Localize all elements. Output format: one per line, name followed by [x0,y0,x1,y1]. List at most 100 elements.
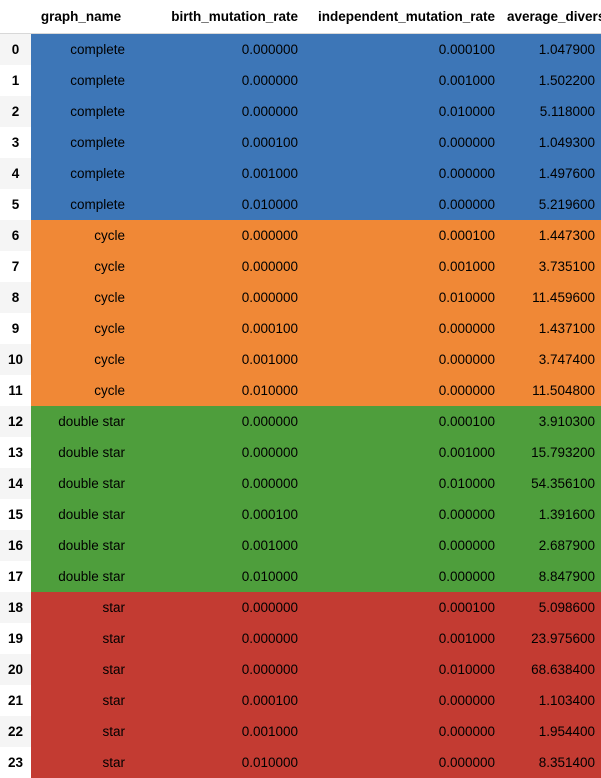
average-diversity-cell: 1.391600 [501,498,601,530]
independent-mutation-rate-cell: 0.000000 [304,560,501,592]
graph-name-cell: double star [31,529,131,561]
graph-name-cell: double star [31,405,131,437]
table-header: graph_name birth_mutation_rate independe… [0,0,601,34]
birth-mutation-rate-cell: 0.000100 [131,498,304,530]
table-row: 3 complete 0.000100 0.000000 1.049300 [0,126,601,158]
table-row: 2 complete 0.000000 0.010000 5.118000 [0,95,601,127]
table-row: 9 cycle 0.000100 0.000000 1.437100 [0,312,601,344]
row-index: 19 [0,622,31,654]
average-diversity-cell: 23.975600 [501,622,601,654]
birth-mutation-rate-cell: 0.001000 [131,343,304,375]
table-row: 4 complete 0.001000 0.000000 1.497600 [0,157,601,189]
average-diversity-cell: 2.687900 [501,529,601,561]
birth-mutation-rate-cell: 0.000000 [131,281,304,313]
row-index: 22 [0,715,31,747]
average-diversity-cell: 1.103400 [501,684,601,716]
independent-mutation-rate-cell: 0.000100 [304,591,501,623]
independent-mutation-rate-cell: 0.000000 [304,684,501,716]
birth-mutation-rate-cell: 0.000000 [131,436,304,468]
row-index: 8 [0,281,31,313]
table-row: 7 cycle 0.000000 0.001000 3.735100 [0,250,601,282]
birth-mutation-rate-cell: 0.001000 [131,157,304,189]
average-diversity-cell: 1.447300 [501,219,601,251]
row-index: 7 [0,250,31,282]
row-index: 5 [0,188,31,220]
average-diversity-cell: 1.954400 [501,715,601,747]
independent-mutation-rate-cell: 0.010000 [304,653,501,685]
independent-mutation-rate-cell: 0.000000 [304,126,501,158]
graph-name-cell: star [31,622,131,654]
average-diversity-cell: 11.504800 [501,374,601,406]
average-diversity-cell: 3.910300 [501,405,601,437]
average-diversity-cell: 1.502200 [501,64,601,96]
table-row: 12 double star 0.000000 0.000100 3.910300 [0,405,601,437]
birth-mutation-rate-cell: 0.000000 [131,250,304,282]
graph-name-cell: star [31,746,131,778]
independent-mutation-rate-cell: 0.000000 [304,746,501,778]
graph-name-cell: cycle [31,312,131,344]
row-index: 14 [0,467,31,499]
average-diversity-cell: 5.098600 [501,591,601,623]
independent-mutation-rate-cell: 0.001000 [304,622,501,654]
independent-mutation-rate-cell: 0.001000 [304,436,501,468]
graph-name-cell: complete [31,33,131,65]
table-row: 17 double star 0.010000 0.000000 8.847900 [0,560,601,592]
table-row: 11 cycle 0.010000 0.000000 11.504800 [0,374,601,406]
table-row: 19 star 0.000000 0.001000 23.975600 [0,622,601,654]
average-diversity-column-header: average_diversity [501,0,601,34]
independent-mutation-rate-column-header: independent_mutation_rate [304,0,501,34]
row-index: 0 [0,33,31,65]
birth-mutation-rate-cell: 0.001000 [131,715,304,747]
graph-name-cell: double star [31,560,131,592]
birth-mutation-rate-cell: 0.010000 [131,746,304,778]
average-diversity-cell: 1.437100 [501,312,601,344]
row-index: 11 [0,374,31,406]
birth-mutation-rate-cell: 0.000000 [131,219,304,251]
independent-mutation-rate-cell: 0.010000 [304,281,501,313]
independent-mutation-rate-cell: 0.001000 [304,64,501,96]
birth-mutation-rate-cell: 0.000000 [131,64,304,96]
average-diversity-cell: 1.497600 [501,157,601,189]
row-index: 3 [0,126,31,158]
row-index: 4 [0,157,31,189]
graph-name-cell: complete [31,126,131,158]
table-row: 8 cycle 0.000000 0.010000 11.459600 [0,281,601,313]
table-row: 6 cycle 0.000000 0.000100 1.447300 [0,219,601,251]
graph-name-cell: cycle [31,219,131,251]
independent-mutation-rate-cell: 0.000000 [304,529,501,561]
birth-mutation-rate-cell: 0.010000 [131,560,304,592]
table-row: 13 double star 0.000000 0.001000 15.793200 [0,436,601,468]
average-diversity-cell: 11.459600 [501,281,601,313]
independent-mutation-rate-cell: 0.010000 [304,95,501,127]
birth-mutation-rate-cell: 0.000000 [131,467,304,499]
graph-name-cell: double star [31,467,131,499]
independent-mutation-rate-cell: 0.000100 [304,405,501,437]
birth-mutation-rate-cell: 0.000000 [131,622,304,654]
row-index: 2 [0,95,31,127]
table-row: 16 double star 0.001000 0.000000 2.687900 [0,529,601,561]
row-index: 9 [0,312,31,344]
row-index: 17 [0,560,31,592]
row-index: 12 [0,405,31,437]
birth-mutation-rate-cell: 0.010000 [131,374,304,406]
average-diversity-cell: 8.351400 [501,746,601,778]
independent-mutation-rate-cell: 0.000000 [304,157,501,189]
independent-mutation-rate-cell: 0.000100 [304,219,501,251]
independent-mutation-rate-cell: 0.010000 [304,467,501,499]
graph-name-cell: star [31,715,131,747]
average-diversity-cell: 1.049300 [501,126,601,158]
table-row: 1 complete 0.000000 0.001000 1.502200 [0,64,601,96]
birth-mutation-rate-cell: 0.001000 [131,529,304,561]
birth-mutation-rate-cell: 0.000000 [131,405,304,437]
graph-name-cell: cycle [31,250,131,282]
index-column-header [0,0,31,34]
graph-name-cell: star [31,591,131,623]
independent-mutation-rate-cell: 0.000100 [304,33,501,65]
independent-mutation-rate-cell: 0.000000 [304,374,501,406]
row-index: 10 [0,343,31,375]
average-diversity-cell: 1.047900 [501,33,601,65]
graph-name-cell: complete [31,64,131,96]
table-row: 14 double star 0.000000 0.010000 54.356100 [0,467,601,499]
row-index: 13 [0,436,31,468]
graph-name-cell: star [31,684,131,716]
